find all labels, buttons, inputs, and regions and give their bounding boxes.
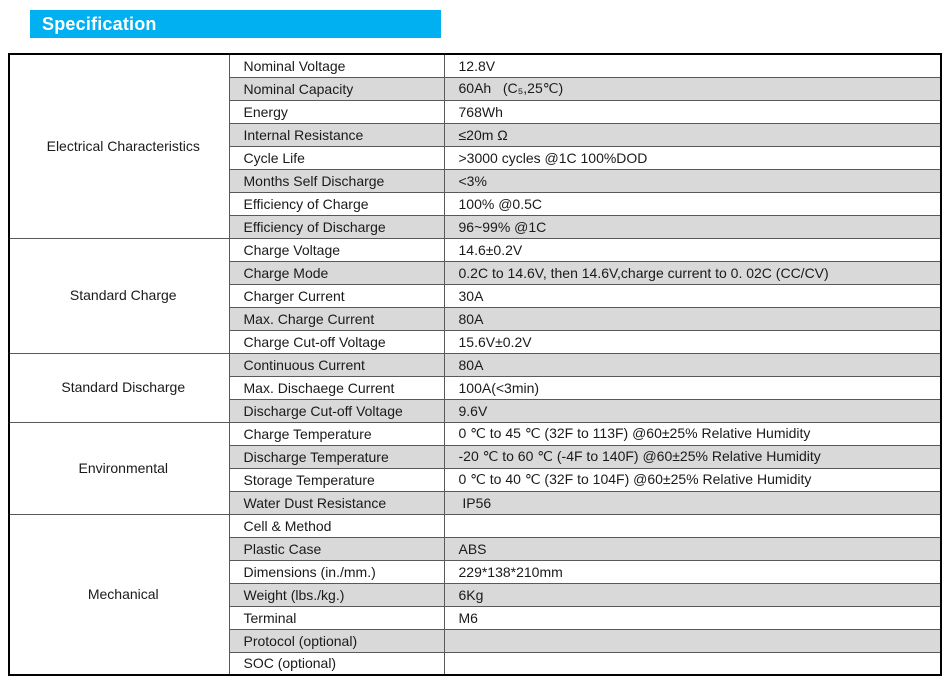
value-cell: 100% @0.5C xyxy=(443,191,942,216)
specification-table-body: Electrical Characteristics Nominal Voltag… xyxy=(8,53,942,676)
param-cell: Efficiency of Discharge xyxy=(228,214,445,239)
value-cell: 60Ah (C₅,25℃) xyxy=(443,76,942,101)
table-row: Dimensions (in./mm.) 229*138*210mm xyxy=(9,559,942,584)
specification-table: Electrical Characteristics Nominal Voltag… xyxy=(8,53,942,676)
param-cell: Charge Mode xyxy=(228,260,445,285)
param-cell: Cycle Life xyxy=(228,145,445,170)
param-cell: Discharge Cut-off Voltage xyxy=(228,398,445,423)
param-cell: Storage Temperature xyxy=(228,467,445,492)
param-cell: Plastic Case xyxy=(228,536,445,561)
param-cell: Nominal Voltage xyxy=(228,53,445,78)
category-cell: Environmental xyxy=(8,421,230,515)
value-cell: 80A xyxy=(443,352,942,377)
param-cell: Discharge Temperature xyxy=(228,444,445,469)
param-cell: Charge Voltage xyxy=(228,237,445,262)
page-title: Specification xyxy=(42,13,157,34)
table-row: Standard Charge Charge Voltage 14.6±0.2V xyxy=(8,237,942,354)
param-cell: Months Self Discharge xyxy=(228,168,445,193)
value-cell: >3000 cycles @1C 100%DOD xyxy=(443,145,942,170)
table-row: Mechanical Cell & Method xyxy=(8,513,942,676)
category-cell: Standard Charge xyxy=(8,237,230,354)
table-row: Discharge Temperature -20 ℃ to 60 ℃ (-4F … xyxy=(9,444,942,469)
value-cell xyxy=(443,628,942,653)
value-cell: -20 ℃ to 60 ℃ (-4F to 140F) @60±25% Rela… xyxy=(443,444,942,469)
param-cell: Water Dust Resistance xyxy=(228,490,445,515)
param-cell: Weight (lbs./kg.) xyxy=(228,582,445,607)
value-cell xyxy=(443,651,942,676)
value-cell: 229*138*210mm xyxy=(443,559,942,584)
value-cell: ≤20m Ω xyxy=(443,122,942,147)
value-cell: 0 ℃ to 40 ℃ (32F to 104F) @60±25% Relati… xyxy=(443,467,942,492)
value-cell: 0.2C to 14.6V, then 14.6V,charge current… xyxy=(443,260,942,285)
param-cell: Charge Cut-off Voltage xyxy=(228,329,445,354)
param-cell: Internal Resistance xyxy=(228,122,445,147)
param-cell: Charge Temperature xyxy=(228,421,445,446)
section-header-bar: Specification xyxy=(30,10,441,38)
param-cell: Continuous Current xyxy=(228,352,445,377)
table-row: Energy 768Wh xyxy=(9,99,942,124)
value-cell: 0 ℃ to 45 ℃ (32F to 113F) @60±25% Relati… xyxy=(443,421,942,446)
value-cell: 80A xyxy=(443,306,942,331)
table-row: Months Self Discharge <3% xyxy=(9,168,942,193)
table-row: Internal Resistance ≤20m Ω xyxy=(9,122,942,147)
category-cell: Electrical Characteristics xyxy=(8,53,230,239)
value-cell: 6Kg xyxy=(443,582,942,607)
param-cell: Terminal xyxy=(228,605,445,630)
value-cell: <3% xyxy=(443,168,942,193)
param-cell: SOC (optional) xyxy=(228,651,445,676)
param-cell: Efficiency of Charge xyxy=(228,191,445,216)
param-cell: Energy xyxy=(228,99,445,124)
value-cell xyxy=(443,513,942,538)
table-row: Efficiency of Discharge 96~99% @1C xyxy=(9,214,942,239)
param-cell: Max. Charge Current xyxy=(228,306,445,331)
table-row: Discharge Cut-off Voltage 9.6V xyxy=(9,398,942,423)
param-cell: Protocol (optional) xyxy=(228,628,445,653)
param-cell: Dimensions (in./mm.) xyxy=(228,559,445,584)
category-cell: Standard Discharge xyxy=(8,352,230,423)
value-cell: 96~99% @1C xyxy=(443,214,942,239)
table-row: SOC (optional) xyxy=(9,651,942,676)
table-row: Max. Dischaege Current 100A(<3min) xyxy=(9,375,942,400)
param-cell: Charger Current xyxy=(228,283,445,308)
value-cell: 15.6V±0.2V xyxy=(443,329,942,354)
value-cell: 100A(<3min) xyxy=(443,375,942,400)
table-row: Electrical Characteristics Nominal Voltag… xyxy=(8,53,942,239)
table-row: Charge Mode 0.2C to 14.6V, then 14.6V,cha… xyxy=(9,260,942,285)
value-cell: 9.6V xyxy=(443,398,942,423)
param-cell: Cell & Method xyxy=(228,513,445,538)
param-cell: Max. Dischaege Current xyxy=(228,375,445,400)
param-cell: Nominal Capacity xyxy=(228,76,445,101)
category-cell: Mechanical xyxy=(8,513,230,676)
table-row: Standard Discharge Continuous Current 80A xyxy=(8,352,942,423)
value-cell: 12.8V xyxy=(443,53,942,78)
value-cell: 14.6±0.2V xyxy=(443,237,942,262)
table-row: Weight (lbs./kg.) 6Kg xyxy=(9,582,942,607)
table-row: Storage Temperature 0 ℃ to 40 ℃ (32F to 1… xyxy=(9,467,942,492)
value-cell: 768Wh xyxy=(443,99,942,124)
table-row: Protocol (optional) xyxy=(9,628,942,653)
value-cell: 30A xyxy=(443,283,942,308)
value-cell: ABS xyxy=(443,536,942,561)
table-row: Terminal M6 xyxy=(9,605,942,630)
value-cell: M6 xyxy=(443,605,942,630)
table-row: Max. Charge Current 80A xyxy=(9,306,942,331)
table-row: Environmental Charge Temperature 0 ℃ to 45… xyxy=(8,421,942,515)
value-cell: IP56 xyxy=(443,490,942,515)
